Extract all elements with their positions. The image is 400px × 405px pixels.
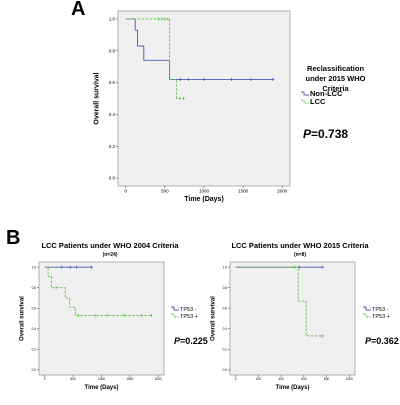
p-label: P: [365, 336, 372, 346]
series-line-2: [235, 266, 325, 337]
x-tick-label: 1500: [126, 377, 133, 381]
legend-title-line-2: under 2015 WHO: [305, 74, 366, 83]
series-line-2: [44, 266, 153, 316]
x-tick-label: 1000: [98, 377, 105, 381]
p-label: P: [303, 127, 312, 141]
x-tick-label: 2000: [155, 377, 162, 381]
y-tick-label: 0.0: [109, 176, 116, 181]
legend-label-1: Non-LCC: [310, 89, 343, 98]
y-tick-label: 0.4: [223, 327, 228, 331]
x-tick-label: 1000: [199, 189, 210, 194]
x-tick-label: 0: [235, 377, 237, 381]
plot-area-b1: [38, 261, 165, 376]
legend-swatch-1: [363, 306, 371, 311]
y-tick-label: 0.2: [109, 144, 116, 149]
p-label: P: [174, 336, 181, 346]
legend-swatch-2: [171, 313, 179, 318]
series-line-1: [125, 18, 275, 80]
y-tick-label: 0.6: [223, 306, 228, 310]
chart-b2-title: LCC Patients under WHO 2015 Criteria: [231, 241, 369, 250]
legend-swatch-2: [363, 313, 371, 318]
y-tick-label: 0.8: [109, 48, 116, 53]
x-tick-label: 600: [301, 377, 307, 381]
y-tick-label: 0.0: [223, 368, 228, 372]
x-tick-label: 500: [70, 377, 76, 381]
plot-area-b2: [229, 261, 356, 376]
x-tick-label: 1500: [238, 189, 249, 194]
y-tick-label: 0.8: [223, 286, 228, 290]
y-tick-label: 0.4: [109, 112, 116, 117]
y-tick-label: 1.0: [223, 265, 228, 269]
legend-title-line-3: Criteria: [322, 84, 349, 93]
chart-b2-n: (n=8): [293, 252, 307, 258]
series-line-2: [125, 18, 185, 99]
y-tick-label: 0.6: [109, 80, 116, 85]
x-tick-label: 2000: [277, 189, 288, 194]
y-tick-label: 0.4: [32, 327, 37, 331]
y-tick-label: 0.0: [32, 368, 37, 372]
y-tick-label: 0.8: [32, 286, 37, 290]
x-tick-label: 500: [161, 189, 169, 194]
legend-label-2: TP53 +: [180, 314, 198, 320]
panel-letter-b: B: [6, 227, 21, 249]
p-value-b2: P=0.362: [365, 336, 399, 346]
legend-label-2: TP53 +: [372, 314, 390, 320]
y-axis-title: Overall survival: [19, 296, 25, 341]
p-number: =0.225: [180, 336, 208, 346]
x-axis-title: Time (Days): [184, 196, 224, 203]
x-tick-label: 1000: [346, 377, 353, 381]
y-tick-label: 0.6: [32, 306, 37, 310]
chart-b1-title: LCC Patients under WHO 2004 Criteria: [41, 241, 179, 250]
legend-label-1: TP53 -: [372, 307, 389, 313]
panel-letter-a: A: [71, 0, 86, 20]
legend-swatch-1: [171, 306, 179, 311]
y-axis-title: Overall survival: [94, 72, 101, 124]
p-number: =0.738: [311, 127, 349, 141]
x-tick-label: 400: [278, 377, 284, 381]
y-tick-label: 1.0: [109, 17, 116, 22]
p-value-a: P=0.738: [303, 127, 348, 141]
x-tick-label: 800: [324, 377, 330, 381]
legend-label-2: LCC: [310, 97, 326, 106]
x-axis-title: Time (Days): [85, 385, 119, 391]
y-tick-label: 0.2: [223, 347, 228, 351]
x-tick-label: 0: [125, 189, 128, 194]
plot-area-a: [117, 10, 291, 187]
x-tick-label: 0: [44, 377, 46, 381]
y-tick-label: 0.2: [32, 347, 37, 351]
legend-title-a: Reclassification under 2015 WHO Criteria: [288, 64, 383, 94]
x-axis-title: Time (Days): [276, 385, 310, 391]
x-tick-label: 200: [256, 377, 262, 381]
legend-label-1: TP53 -: [180, 307, 197, 313]
legend-swatch-1: [301, 91, 309, 96]
y-tick-label: 1.0: [32, 265, 37, 269]
legend-swatch-2: [301, 99, 309, 104]
p-number: =0.362: [371, 336, 399, 346]
chart-b1-n: (n=24): [102, 252, 118, 258]
legend-title-line-1: Reclassification: [306, 64, 365, 73]
p-value-b1: P=0.225: [174, 336, 208, 346]
y-axis-title: Overall survival: [210, 296, 216, 341]
